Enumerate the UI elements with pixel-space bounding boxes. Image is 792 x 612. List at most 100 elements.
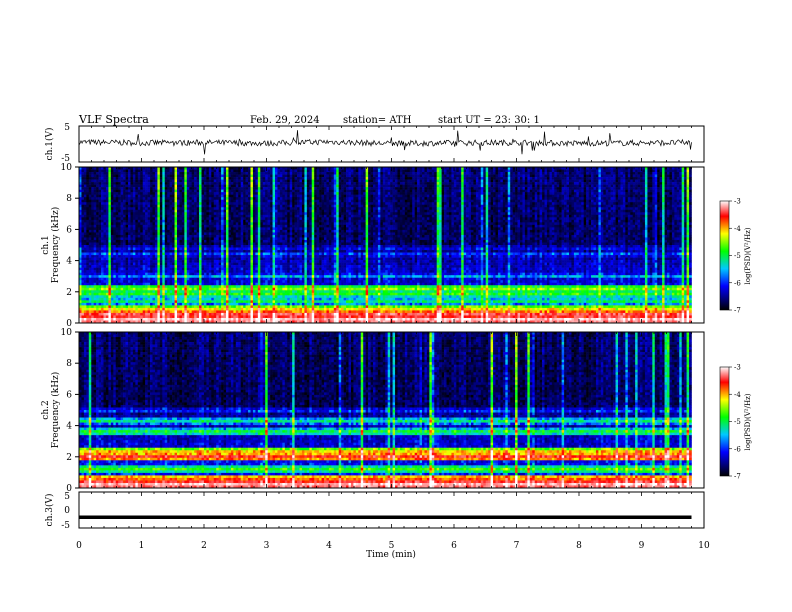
ch1-spectrogram-cell [138, 192, 141, 195]
ch1-spectrogram-cell [424, 190, 427, 193]
ch1-spectrogram-cell [322, 177, 325, 180]
ch1-spectrogram-cell [645, 197, 648, 200]
ch1-spectrogram-cell [118, 205, 121, 208]
ch1-spectrogram-cell [491, 210, 494, 213]
ch1-spectrogram-cell [451, 210, 454, 213]
ch1-spectrogram-cell [567, 175, 570, 178]
ch1-spectrogram-cell [290, 212, 293, 215]
ch1-spectrogram-cell [319, 190, 322, 193]
ch1-spectrogram-cell [620, 210, 623, 213]
ch1-spectrogram-cell [520, 205, 523, 208]
ch1-spectrogram-cell [290, 187, 293, 190]
ch1-spectrogram-cell [170, 215, 173, 218]
ch1-spectrogram-cell [199, 207, 202, 210]
ch1-spectrogram-cell [643, 207, 646, 210]
ch1-spectrogram-cell [375, 170, 378, 173]
ch1-spectrogram-cell [491, 190, 494, 193]
ch1-spectrogram-cell [371, 190, 374, 193]
ch1-spectrogram-cell [586, 197, 589, 200]
ch1-spectrogram-cell [471, 195, 474, 198]
ch1-spectrogram-cell [415, 205, 418, 208]
ch1-spectrogram-cell [513, 200, 516, 203]
ch1-spectrogram-cell [91, 177, 94, 180]
ch1-spectrogram-cell [478, 212, 481, 215]
ch1-spectrogram-cell [84, 210, 87, 213]
ch1-spectrogram-cell [398, 215, 401, 218]
ch1-spectrogram-cell [258, 202, 261, 205]
ch1-spectrogram-cell [197, 200, 200, 203]
ch1-spectrogram-cell [652, 200, 655, 203]
ch1-spectrogram-cell [503, 200, 506, 203]
ch1-spectrogram-cell [378, 190, 381, 193]
ch1-spectrogram-cell [214, 177, 217, 180]
ch1-spectrogram-cell [672, 205, 675, 208]
ch1-spectrogram-cell [94, 202, 97, 205]
ch1-spectrogram-cell [510, 172, 513, 175]
ch1-spectrogram-cell [339, 172, 342, 175]
ch1-spectrogram-cell [307, 177, 310, 180]
ch1-spectrogram-cell [449, 170, 452, 173]
ch1-spectrogram-cell [525, 195, 528, 198]
ch1-spectrogram-cell [248, 195, 251, 198]
ch1-spectrogram-cell [238, 202, 241, 205]
ch1-spectrogram-cell [559, 192, 562, 195]
ch1-spectrogram-cell [221, 192, 224, 195]
ch1-spectrogram-cell [241, 202, 244, 205]
ch1-spectrogram-cell [424, 187, 427, 190]
ch1-spectrogram-cell [349, 185, 352, 188]
ch1-spectrogram-cell [304, 215, 307, 218]
ch1-spectrogram-cell [373, 200, 376, 203]
ch1-spectrogram-cell [199, 190, 202, 193]
ch1-spectrogram-cell [378, 205, 381, 208]
ch1-spectrogram-cell [270, 212, 273, 215]
ch1-spectrogram-cell [493, 175, 496, 178]
ch1-spectrogram-cell [214, 190, 217, 193]
ch1-spectrogram-cell [586, 190, 589, 193]
ch1-spectrogram-cell [439, 175, 442, 178]
ch1-spectrogram-cell [184, 192, 187, 195]
ch1-spectrogram-cell [405, 202, 408, 205]
ch1-spectrogram-cell [689, 175, 692, 178]
ch1-spectrogram-cell [111, 177, 114, 180]
ch1-spectrogram-cell [618, 205, 621, 208]
ch1-spectrogram-cell [429, 175, 432, 178]
ch1-spectrogram-cell [638, 192, 641, 195]
ch1-spectrogram-cell [104, 170, 107, 173]
ch1-spectrogram-cell [667, 200, 670, 203]
ch1-spectrogram-cell [206, 172, 209, 175]
ch1-spectrogram-cell [351, 175, 354, 178]
ch1-spectrogram-cell [456, 172, 459, 175]
ch1-spectrogram-cell [459, 187, 462, 190]
ch1-spectrogram-cell [292, 200, 295, 203]
ch1-spectrogram-cell [400, 192, 403, 195]
ch1-spectrogram-cell [451, 187, 454, 190]
ch1-spectrogram-cell [594, 177, 597, 180]
ch1-spectrogram-cell [444, 195, 447, 198]
ch1-spectrogram-cell [459, 177, 462, 180]
ch1-spectrogram-cell [292, 212, 295, 215]
ch1-spectrogram-cell [422, 185, 425, 188]
ch1-spectrogram-cell [130, 215, 133, 218]
ch1-spectrogram-cell [481, 185, 484, 188]
ch1-spectrogram-cell [236, 205, 239, 208]
ch1-spectrogram-cell [420, 187, 423, 190]
ch1-spectrogram-cell [202, 205, 205, 208]
ch1-spectrogram-cell [209, 200, 212, 203]
ch1-spectrogram-cell [444, 180, 447, 183]
ch1-spectrogram-cell [643, 197, 646, 200]
ch1-spectrogram-cell [667, 195, 670, 198]
ch1-spectrogram-cell [540, 185, 543, 188]
ch1-spectrogram-cell [562, 197, 565, 200]
ch1-spectrogram-cell [525, 192, 528, 195]
ch1-spectrogram-cell [314, 177, 317, 180]
ch1-spectrogram-cell [277, 187, 280, 190]
ch1-spectrogram-cell [304, 190, 307, 193]
ch1-spectrogram-cell [126, 172, 129, 175]
ch1-spectrogram-cell [456, 170, 459, 173]
ch1-spectrogram-cell [344, 170, 347, 173]
ch1-spectrogram-cell [520, 190, 523, 193]
ch1-spectrogram-cell [638, 180, 641, 183]
ch1-spectrogram-cell [248, 200, 251, 203]
ch1-spectrogram-cell [669, 172, 672, 175]
ch1-spectrogram-cell [282, 182, 285, 185]
